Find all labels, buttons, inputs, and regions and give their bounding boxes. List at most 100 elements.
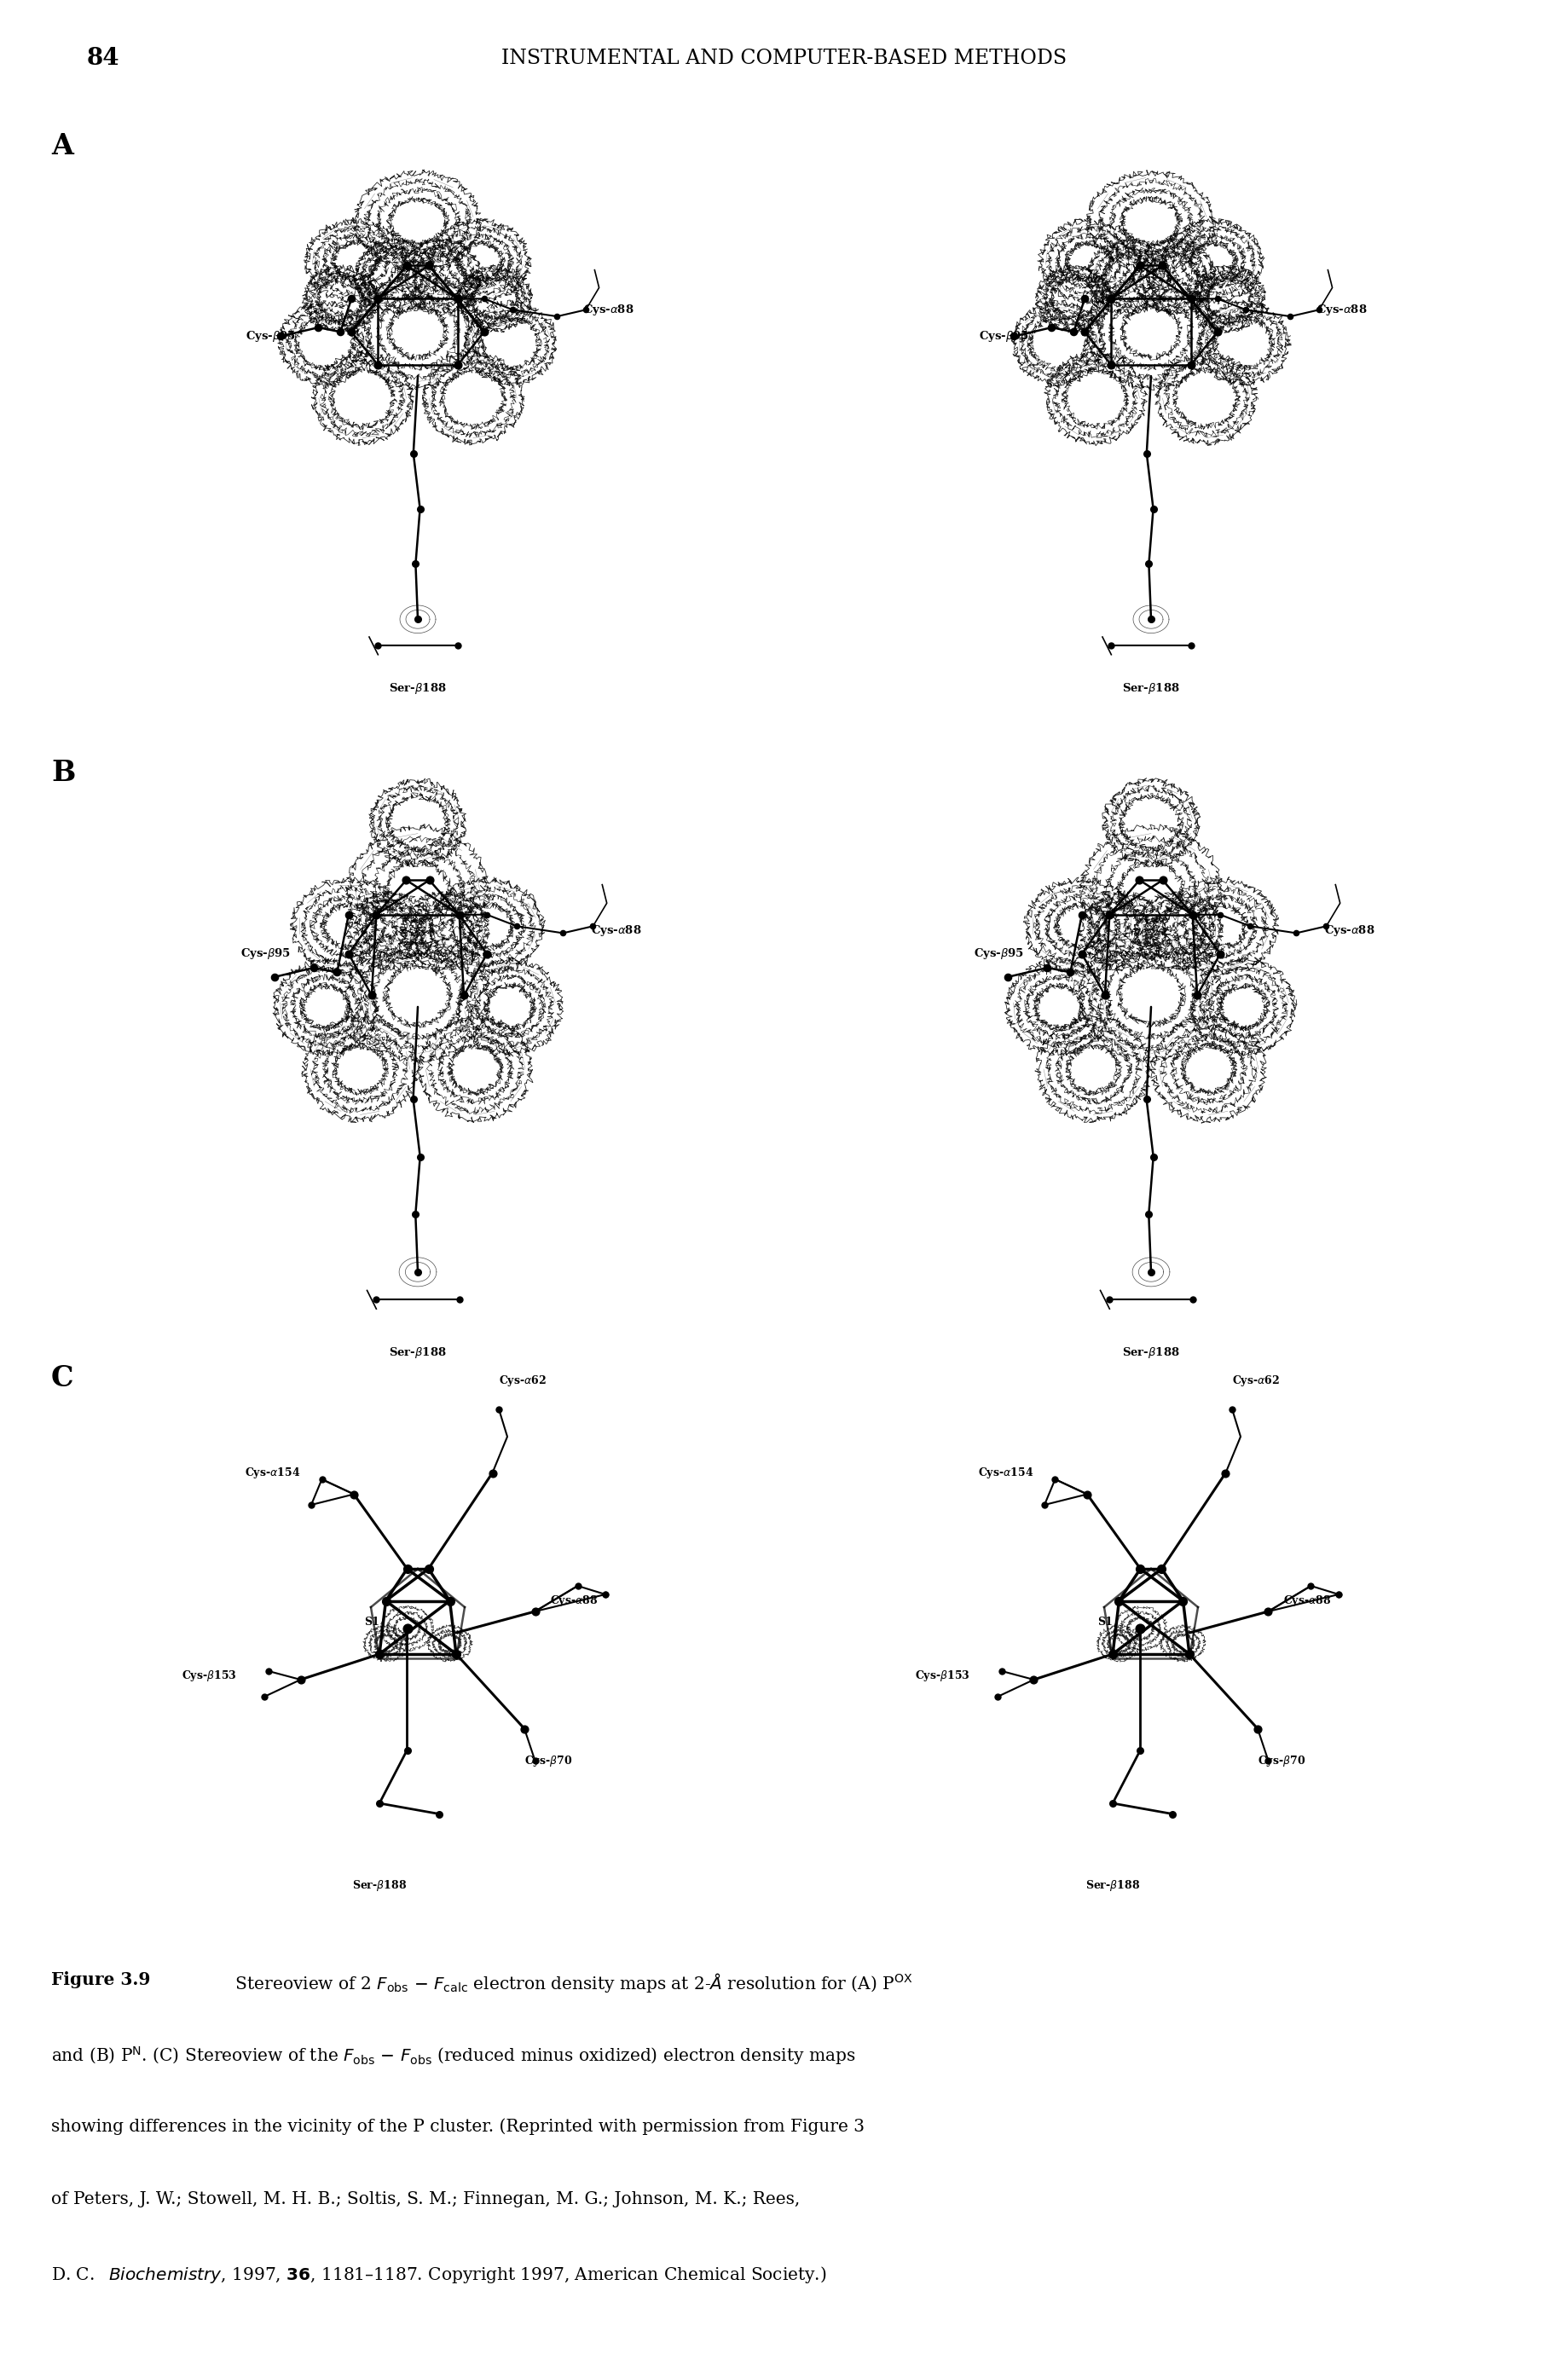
Point: [1071, 279, 1096, 317]
Text: Cys-$\beta$70: Cys-$\beta$70: [524, 1753, 572, 1767]
Point: [472, 312, 497, 350]
Point: [1091, 977, 1116, 1015]
Point: [1074, 1476, 1099, 1514]
Point: [572, 291, 597, 329]
Point: [1178, 627, 1203, 665]
Point: [522, 1592, 547, 1630]
Point: [1098, 345, 1123, 383]
Point: [444, 1635, 469, 1673]
Point: [1212, 1455, 1237, 1493]
Text: showing differences in the vicinity of the P cluster. (Reprinted with permission: showing differences in the vicinity of t…: [52, 2118, 864, 2134]
Point: [1325, 1576, 1350, 1614]
Text: Cys-$\alpha$88: Cys-$\alpha$88: [583, 303, 633, 317]
Text: A: A: [52, 132, 74, 161]
Point: [1254, 1741, 1279, 1779]
Point: [1135, 1195, 1160, 1233]
Point: [1207, 935, 1232, 972]
Point: [1140, 1138, 1165, 1176]
Point: [1178, 279, 1203, 317]
Point: [1245, 1711, 1270, 1748]
Point: [359, 977, 384, 1015]
Point: [1127, 1550, 1152, 1588]
Point: [1179, 897, 1204, 935]
Point: [1134, 435, 1159, 473]
Text: Cys-$\beta$153: Cys-$\beta$153: [182, 1668, 237, 1682]
Point: [1098, 627, 1123, 665]
Point: [395, 1550, 420, 1588]
Point: [1254, 1592, 1279, 1630]
Point: [447, 897, 472, 935]
Point: [416, 1550, 441, 1588]
Text: Ser-$\beta$188: Ser-$\beta$188: [351, 1879, 406, 1893]
Point: [1071, 312, 1096, 350]
Text: C: C: [52, 1365, 74, 1391]
Point: [1127, 1609, 1152, 1647]
Point: [480, 1455, 505, 1493]
Text: Ser-$\beta$188: Ser-$\beta$188: [389, 681, 447, 696]
Point: [1043, 1460, 1068, 1498]
Point: [417, 861, 442, 899]
Point: [1140, 490, 1165, 528]
Point: [1134, 1081, 1159, 1119]
Point: [1176, 1635, 1201, 1673]
Text: Ser-$\beta$188: Ser-$\beta$188: [389, 1346, 447, 1360]
Point: [262, 958, 287, 996]
Point: [564, 1566, 590, 1604]
Point: [1237, 906, 1262, 944]
Point: [364, 1280, 389, 1318]
Point: [500, 291, 525, 329]
Point: [511, 1711, 536, 1748]
Text: Cys-$\beta$95: Cys-$\beta$95: [240, 946, 290, 961]
Point: [400, 1081, 425, 1119]
Text: Cys-$\beta$95: Cys-$\beta$95: [974, 946, 1024, 961]
Point: [309, 1460, 334, 1498]
Point: [339, 312, 364, 350]
Point: [522, 1741, 547, 1779]
Point: [1138, 601, 1163, 639]
Point: [394, 246, 419, 284]
Point: [1207, 897, 1232, 935]
Point: [1105, 1583, 1131, 1621]
Text: Cys-$\alpha$88: Cys-$\alpha$88: [1283, 1595, 1331, 1609]
Point: [1204, 312, 1229, 350]
Text: Cys-$\alpha$88: Cys-$\alpha$88: [591, 923, 641, 937]
Point: [1021, 1661, 1046, 1699]
Point: [395, 1732, 420, 1770]
Point: [289, 1661, 314, 1699]
Point: [405, 1254, 430, 1292]
Text: Cys-$\alpha$154: Cys-$\alpha$154: [245, 1465, 301, 1481]
Point: [1232, 291, 1258, 329]
Text: Cys-$\beta$153: Cys-$\beta$153: [914, 1668, 969, 1682]
Point: [1283, 913, 1308, 951]
Point: [1179, 1280, 1204, 1318]
Text: Ser-$\beta$188: Ser-$\beta$188: [1085, 1879, 1140, 1893]
Point: [503, 906, 528, 944]
Point: [339, 279, 364, 317]
Point: [1127, 246, 1152, 284]
Point: [1126, 861, 1151, 899]
Point: [336, 935, 361, 972]
Point: [373, 1583, 398, 1621]
Point: [365, 279, 390, 317]
Point: [328, 312, 353, 350]
Point: [367, 1635, 392, 1673]
Text: Cys-$\alpha$88: Cys-$\alpha$88: [550, 1595, 597, 1609]
Point: [408, 1138, 433, 1176]
Point: [1035, 949, 1060, 987]
Point: [1325, 1576, 1350, 1614]
Point: [1159, 1796, 1184, 1834]
Point: [298, 1486, 323, 1524]
Text: Cys-$\beta$95: Cys-$\beta$95: [246, 329, 296, 343]
Text: Cys-$\alpha$62: Cys-$\alpha$62: [1231, 1372, 1279, 1386]
Point: [306, 308, 331, 345]
Point: [365, 345, 390, 383]
Point: [365, 627, 390, 665]
Point: [580, 906, 605, 944]
Point: [1069, 897, 1094, 935]
Point: [395, 1609, 420, 1647]
Point: [1099, 1635, 1124, 1673]
Text: Cys-$\beta$70: Cys-$\beta$70: [1258, 1753, 1305, 1767]
Point: [325, 953, 350, 991]
Point: [1138, 1254, 1163, 1292]
Text: S1: S1: [364, 1616, 379, 1628]
